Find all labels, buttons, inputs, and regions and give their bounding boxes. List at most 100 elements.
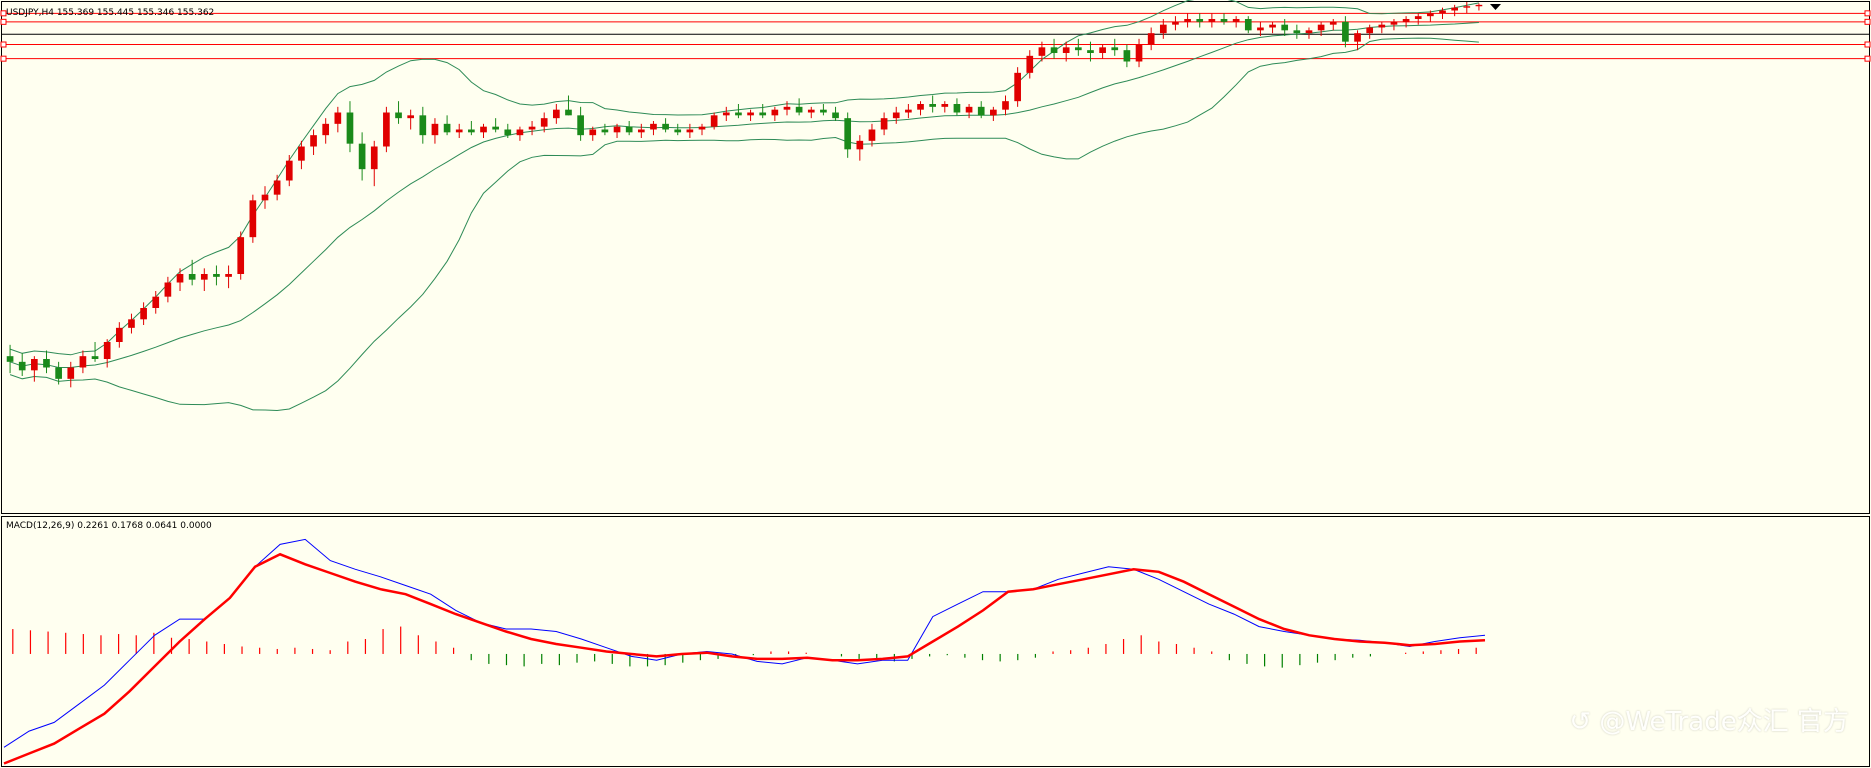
candle-body <box>540 118 548 127</box>
candle-body <box>1172 21 1179 25</box>
shift-marker-icon[interactable] <box>1490 4 1501 10</box>
candle-body <box>844 118 852 150</box>
candle-body <box>1196 19 1204 22</box>
candle-body <box>1342 21 1349 42</box>
candle-body <box>929 104 936 107</box>
bollinger-middle-line <box>9 22 1479 368</box>
candle-body <box>1354 33 1361 42</box>
candle-body <box>18 361 26 371</box>
candle-body <box>565 109 572 116</box>
candle-body <box>528 126 536 130</box>
candle-body <box>383 112 390 147</box>
candle-body <box>1002 101 1009 110</box>
macd-signal-line <box>3 552 1486 765</box>
candle-body <box>164 282 172 297</box>
candle-body <box>407 115 415 119</box>
candle-body <box>1099 47 1106 53</box>
candle-body <box>322 123 330 136</box>
hline-handle-left <box>0 18 7 25</box>
candle-body <box>1269 24 1276 28</box>
candle-body <box>1244 19 1252 31</box>
price-panel <box>0 0 1871 412</box>
candle-body <box>1147 33 1155 45</box>
candle-body <box>516 129 524 136</box>
hline-handle-left <box>0 41 7 48</box>
price-panel-frame <box>1 1 1870 514</box>
watermark-text: ↺ @WeTrade众汇 官方 <box>1569 707 1849 737</box>
candle-body <box>310 135 317 147</box>
candle-body <box>880 118 888 130</box>
hline-handle-right <box>1864 41 1871 48</box>
candle-body <box>1463 6 1471 8</box>
candle-body <box>1074 47 1082 51</box>
candle-body <box>832 112 839 119</box>
candle-body <box>625 126 633 133</box>
candle-body <box>1026 55 1034 73</box>
hline-handle-left <box>0 10 7 17</box>
candle-body <box>140 308 147 320</box>
candle-body <box>492 126 499 130</box>
candle-body <box>200 274 208 280</box>
candle-body <box>79 356 87 368</box>
candle-body <box>1257 27 1264 31</box>
candle-body <box>1208 19 1216 22</box>
candle-body <box>1427 13 1434 17</box>
candle-body <box>395 112 402 119</box>
candle-body <box>1135 44 1143 62</box>
price-panel-header: USDJPY,H4 155.369 155.445 155.346 155.36… <box>6 8 214 18</box>
candle-body <box>686 129 694 133</box>
candle-body <box>674 129 682 133</box>
candle-body <box>273 180 281 195</box>
candle-body <box>807 109 815 113</box>
candle-body <box>334 112 342 124</box>
candle-body <box>990 109 997 116</box>
candle-body <box>1038 47 1046 56</box>
hline-handle-right <box>1864 18 1871 25</box>
candle-body <box>31 359 38 371</box>
candle-body <box>710 115 718 127</box>
candle-body <box>443 123 451 133</box>
candle-body <box>577 115 584 136</box>
candle-body <box>128 319 135 328</box>
candle-body <box>237 237 245 274</box>
candle-body <box>953 104 961 113</box>
candle-body <box>67 367 75 379</box>
candle-body <box>225 274 232 277</box>
candle-body <box>298 146 305 161</box>
candle-body <box>115 327 123 342</box>
candle-body <box>1439 10 1446 14</box>
candle-body <box>759 112 767 116</box>
candle-body <box>1317 24 1325 31</box>
candle-body <box>1402 19 1410 22</box>
candle-body <box>55 367 62 379</box>
candle-body <box>747 112 754 116</box>
candle-body <box>370 146 378 170</box>
candle-body <box>662 123 669 130</box>
candle-body <box>480 126 487 133</box>
candle-body <box>1184 19 1191 22</box>
candle-body <box>468 129 475 133</box>
candle-body <box>722 112 730 116</box>
macd-panel-header: MACD(12,26,9) 0.2261 0.1768 0.0641 0.000… <box>6 521 212 531</box>
candle-body <box>1305 30 1313 34</box>
candle-body <box>176 274 184 283</box>
candle-body <box>795 106 803 113</box>
candle-body <box>771 109 779 116</box>
candle-body <box>868 129 876 141</box>
candle-body <box>892 112 900 119</box>
candle-body <box>1062 47 1070 53</box>
candle-body <box>1123 50 1131 62</box>
candle-body <box>698 126 706 130</box>
candle-body <box>431 123 439 136</box>
candle-body <box>358 143 366 170</box>
candle-body <box>91 356 99 359</box>
candle-body <box>1329 21 1337 25</box>
candle-body <box>1475 4 1483 7</box>
candle-body <box>419 115 427 136</box>
candle-body <box>905 109 912 113</box>
candle-body <box>455 129 463 133</box>
candle-body <box>1050 47 1058 53</box>
candle-body <box>1378 24 1386 28</box>
